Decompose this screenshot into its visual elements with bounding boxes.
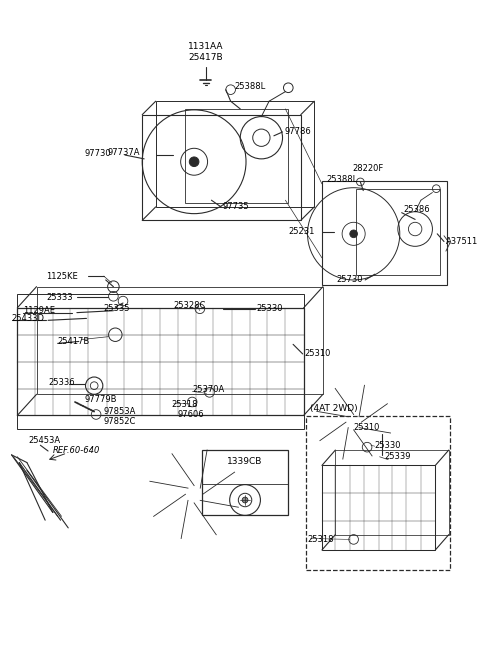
Circle shape <box>189 157 199 167</box>
Bar <box>322 465 435 550</box>
Bar <box>142 115 301 220</box>
Text: 25330: 25330 <box>375 441 401 450</box>
Text: 25310: 25310 <box>305 350 331 358</box>
Text: 97737A: 97737A <box>108 148 140 157</box>
Text: 25388L: 25388L <box>234 82 266 91</box>
Text: 25417B: 25417B <box>188 52 223 62</box>
Text: 97730: 97730 <box>84 149 111 157</box>
Text: A37511: A37511 <box>446 237 478 246</box>
Text: 25330: 25330 <box>257 304 283 314</box>
Text: 25453A: 25453A <box>29 436 61 445</box>
Circle shape <box>242 497 248 503</box>
Bar <box>184 109 288 203</box>
Text: 25318: 25318 <box>308 535 334 544</box>
Bar <box>356 189 440 275</box>
Bar <box>17 295 304 308</box>
Text: 25318: 25318 <box>171 400 198 409</box>
Text: 97852C: 97852C <box>104 417 136 426</box>
Text: 28220F: 28220F <box>353 164 384 173</box>
Text: 25433D: 25433D <box>12 314 45 323</box>
Text: 1129AE: 1129AE <box>23 306 55 315</box>
Text: 25333: 25333 <box>46 293 73 302</box>
Text: 1125KE: 1125KE <box>46 272 78 281</box>
Bar <box>306 417 450 570</box>
Bar <box>336 450 449 535</box>
Text: 97779B: 97779B <box>84 395 117 403</box>
Text: 25310: 25310 <box>354 423 380 432</box>
Text: 25231: 25231 <box>288 228 315 236</box>
Text: 25370A: 25370A <box>192 385 225 394</box>
Bar <box>36 287 323 394</box>
Text: 97786: 97786 <box>285 127 311 136</box>
Text: 25388L: 25388L <box>327 174 358 184</box>
Text: 25730: 25730 <box>336 276 363 285</box>
Text: 97853A: 97853A <box>104 407 136 416</box>
Text: 25386: 25386 <box>404 205 430 215</box>
Bar <box>17 308 304 415</box>
Text: 25336: 25336 <box>48 379 75 387</box>
Bar <box>156 101 314 207</box>
Text: 97606: 97606 <box>178 410 204 419</box>
Bar <box>17 415 304 429</box>
Circle shape <box>350 230 358 237</box>
Text: 1339CB: 1339CB <box>228 457 263 466</box>
Text: 97735: 97735 <box>223 203 250 211</box>
Text: 25417B: 25417B <box>58 337 90 346</box>
Text: 25339: 25339 <box>384 452 411 461</box>
Text: 1131AA: 1131AA <box>188 42 223 51</box>
Text: REF.60-640: REF.60-640 <box>53 445 100 455</box>
Text: 25328C: 25328C <box>173 301 205 310</box>
Text: (4AT 2WD): (4AT 2WD) <box>311 404 358 413</box>
Bar <box>202 450 288 516</box>
Text: 25335: 25335 <box>104 304 130 314</box>
Bar <box>322 181 447 285</box>
